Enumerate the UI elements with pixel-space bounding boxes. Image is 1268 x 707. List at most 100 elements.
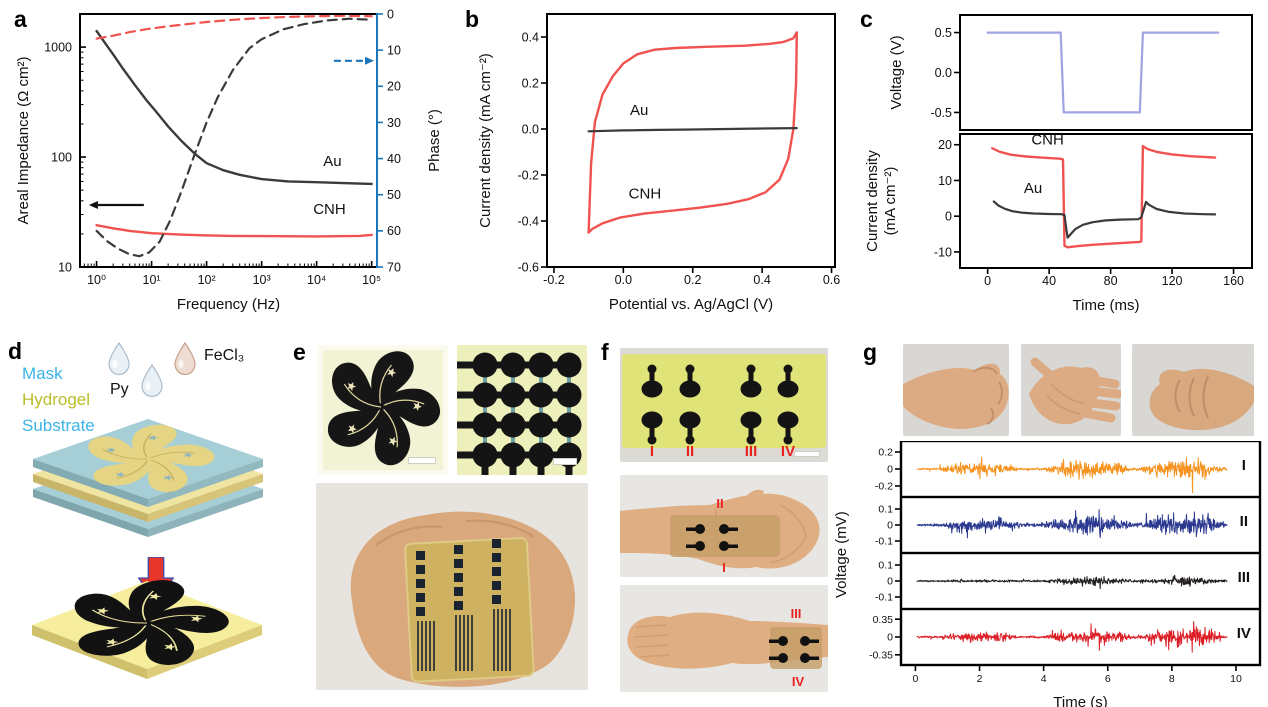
fecl3-droplet-icon <box>174 341 196 376</box>
svg-text:0.1: 0.1 <box>878 504 893 516</box>
panel-label-f: f <box>601 339 609 365</box>
svg-text:Areal Impedance (Ω cm²): Areal Impedance (Ω cm²) <box>15 57 32 225</box>
svg-text:10: 10 <box>387 44 401 58</box>
chart-svg-g2: 0.1 0 -0.1 II <box>875 495 1262 555</box>
py-droplet-icon <box>141 363 163 398</box>
site-label-I: I <box>649 443 655 460</box>
emg-trace-IV: 0 2 4 6 8 10 0.35 0 -0.35 Time (s) IV <box>830 607 1268 707</box>
svg-text:Time (ms): Time (ms) <box>1073 297 1140 314</box>
chart-svg-g3: 0.1 0 -0.1 III <box>875 551 1262 611</box>
panel-e-photos <box>290 335 620 707</box>
svg-text:0: 0 <box>887 576 893 588</box>
electrode-strip-photo: I II III IV <box>620 348 828 462</box>
scale-bar <box>794 451 820 457</box>
svg-text:Current density: Current density <box>864 150 881 252</box>
site-label-III: III <box>744 443 758 460</box>
chart-svg-b: -0.2 0.0 0.2 0.4 0.6 0.4 0.2 0.0 -0.2 -0.4 -0.6 Pot… <box>477 13 840 313</box>
gesture-photo-fist <box>1132 344 1254 436</box>
svg-text:Au: Au <box>323 153 341 170</box>
svg-text:0.0: 0.0 <box>935 66 952 80</box>
svg-text:0.2: 0.2 <box>522 76 539 90</box>
svg-text:-0.2: -0.2 <box>543 273 565 287</box>
fist-skin <box>1149 368 1254 431</box>
svg-text:Frequency (Hz): Frequency (Hz) <box>177 296 280 312</box>
svg-text:20: 20 <box>938 138 952 152</box>
chart-svg-c_bot: 0 40 80 120 160 20 10 0 -10 Time (ms) Current dens… <box>864 132 1253 314</box>
svg-text:10: 10 <box>58 260 72 274</box>
chart-svg-g1: 0.2 0 -0.2 I <box>875 439 1262 499</box>
svg-text:1000: 1000 <box>44 40 72 54</box>
svg-text:IV: IV <box>1237 625 1251 642</box>
svg-text:50: 50 <box>387 188 401 202</box>
svg-text:0.0: 0.0 <box>522 122 539 136</box>
forearm-palm-down-photo: III IV <box>620 585 828 692</box>
site-label-I: I <box>722 560 726 575</box>
forearm-palm-up-photo: II I <box>620 475 828 577</box>
electrode-array-photo <box>457 345 587 475</box>
svg-text:Au: Au <box>1024 180 1042 197</box>
svg-text:Voltage (V): Voltage (V) <box>888 35 905 109</box>
svg-text:0.4: 0.4 <box>753 273 770 287</box>
svg-text:30: 30 <box>387 116 401 130</box>
svg-text:10: 10 <box>938 174 952 188</box>
svg-text:-0.2: -0.2 <box>517 168 539 182</box>
svg-text:2: 2 <box>977 673 983 685</box>
fecl3-label: FeCl₃ <box>204 347 245 364</box>
hydrogel-strip <box>622 354 826 448</box>
svg-text:-0.35: -0.35 <box>869 649 893 661</box>
svg-text:III: III <box>1238 569 1251 586</box>
svg-text:0.2: 0.2 <box>878 447 893 459</box>
layer-stack-graphic <box>33 419 263 537</box>
svg-text:40: 40 <box>387 152 401 166</box>
chart-svg-a: 10⁰ 10¹ 10² 10³ 10⁴ 10⁵ 10 100 1000 0 10 20 30 40 50 60… <box>15 7 443 313</box>
panel-label-a: a <box>14 6 27 32</box>
site-label-IV: IV <box>780 443 796 460</box>
svg-text:-0.1: -0.1 <box>875 536 893 548</box>
gesture-photo-open-palm <box>1021 344 1121 436</box>
svg-text:0.35: 0.35 <box>873 614 894 626</box>
svg-text:10¹: 10¹ <box>143 273 161 287</box>
svg-text:10: 10 <box>1230 673 1242 685</box>
svg-text:0.5: 0.5 <box>935 26 952 40</box>
flower-pattern-photo <box>318 345 448 475</box>
thumb <box>740 489 764 509</box>
svg-text:10²: 10² <box>198 273 216 287</box>
svg-text:-0.1: -0.1 <box>875 592 893 604</box>
svg-text:0: 0 <box>984 274 991 288</box>
svg-text:100: 100 <box>51 150 72 164</box>
svg-text:40: 40 <box>1042 274 1056 288</box>
svg-text:-0.5: -0.5 <box>930 106 952 120</box>
emg-trace-II: 0.1 0 -0.1 II <box>830 495 1268 555</box>
svg-text:0.0: 0.0 <box>615 273 632 287</box>
py-droplet-icon <box>108 341 130 376</box>
panel-f-photos: I II III IV II I <box>620 335 832 707</box>
svg-text:0: 0 <box>887 632 893 644</box>
cnh-flower <box>321 350 445 472</box>
svg-text:CNH: CNH <box>629 186 662 203</box>
svg-text:0: 0 <box>913 673 919 685</box>
svg-text:60: 60 <box>387 224 401 238</box>
keyhole-electrodes <box>641 364 799 445</box>
electrode-dots <box>769 636 819 663</box>
svg-text:0.1: 0.1 <box>878 560 893 572</box>
svg-text:70: 70 <box>387 260 401 274</box>
svg-text:0.4: 0.4 <box>522 30 539 44</box>
svg-text:-0.6: -0.6 <box>517 260 539 274</box>
site-label-IV: IV <box>791 674 805 689</box>
electrode-traces <box>417 609 511 671</box>
svg-text:6: 6 <box>1105 673 1111 685</box>
svg-text:0: 0 <box>887 520 893 532</box>
panel-d-schematic: Mask Hydrogel Substrate Py FeCl₃ <box>6 335 290 707</box>
panel-label-c: c <box>860 6 873 32</box>
svg-text:120: 120 <box>1162 274 1183 288</box>
svg-text:80: 80 <box>1104 274 1118 288</box>
emg-trace-I: 0.2 0 -0.2 I <box>830 439 1268 499</box>
panel-b-cv-chart: -0.2 0.0 0.2 0.4 0.6 0.4 0.2 0.0 -0.2 -0.4 -0.6 Pot… <box>458 4 858 313</box>
svg-text:0: 0 <box>387 7 394 21</box>
site-label-II: II <box>685 443 695 460</box>
panel-c-current-chart: 0 40 80 120 160 20 10 0 -10 Time (ms) Current dens… <box>855 132 1268 315</box>
svg-text:I: I <box>1242 457 1246 474</box>
panel-label-d: d <box>8 338 23 364</box>
electrode-dots <box>686 524 738 551</box>
